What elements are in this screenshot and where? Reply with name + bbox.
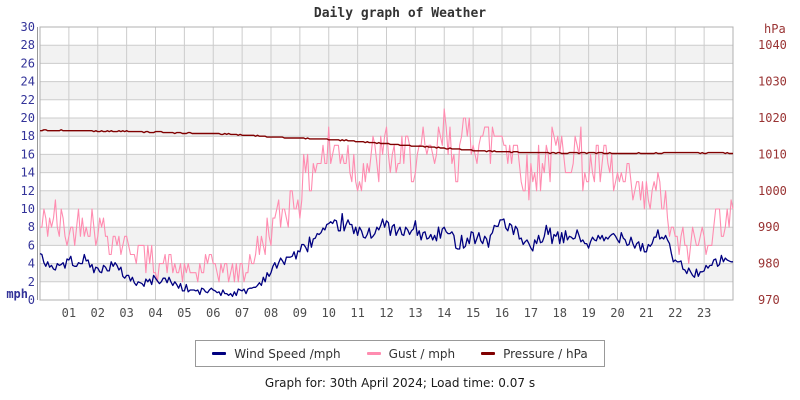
x-tick-label: 08: [264, 306, 278, 320]
plot-border: [39, 26, 734, 301]
x-tick-label: 05: [177, 306, 191, 320]
x-tick-label: 01: [62, 306, 76, 320]
legend-box: Wind Speed /mph Gust / mph Pressure / hP…: [195, 340, 605, 367]
y-right-tick-label: 1020: [758, 111, 787, 125]
x-tick-label: 12: [379, 306, 393, 320]
x-tick-label: 04: [148, 306, 162, 320]
x-tick-label: 11: [350, 306, 364, 320]
right-axis-unit-label: hPa: [764, 22, 786, 36]
wind-color-swatch-icon: [212, 352, 227, 355]
x-tick-label: 06: [206, 306, 220, 320]
x-tick-label: 21: [639, 306, 653, 320]
x-tick-label: 13: [408, 306, 422, 320]
y-right-tick-label: 980: [758, 257, 780, 271]
y-right-tick-label: 1040: [758, 38, 787, 52]
y-left-tick-label: 6: [28, 238, 35, 252]
y-right-tick-label: 970: [758, 293, 780, 307]
y-left-tick-label: 20: [21, 111, 35, 125]
y-right-tick-label: 1000: [758, 184, 787, 198]
y-left-tick-label: 24: [21, 75, 35, 89]
legend-label-gust: Gust / mph: [388, 346, 456, 361]
x-tick-label: 03: [119, 306, 133, 320]
pressure-color-swatch-icon: [481, 352, 496, 355]
x-tick-label: 22: [668, 306, 682, 320]
pressure-series: [40, 129, 733, 155]
x-tick-label: 20: [610, 306, 624, 320]
y-right-tick-label: 1010: [758, 147, 787, 161]
y-right-tick-label: 990: [758, 220, 780, 234]
y-left-tick-label: 0: [28, 293, 35, 307]
x-tick-label: 10: [322, 306, 336, 320]
left-axis-unit-label: mph: [6, 287, 28, 301]
y-left-tick-label: 4: [28, 257, 35, 271]
gust-series: [40, 108, 734, 283]
y-left-tick-label: 12: [21, 184, 35, 198]
x-tick-label: 15: [466, 306, 480, 320]
x-tick-label: 07: [235, 306, 249, 320]
y-left-tick-label: 28: [21, 38, 35, 52]
chart-title: Daily graph of Weather: [313, 6, 487, 21]
x-tick-label: 18: [553, 306, 567, 320]
x-tick-label: 19: [581, 306, 595, 320]
legend-item-gust: Gust / mph: [366, 346, 456, 361]
footer-text: Graph for: 30th April 2024; Load time: 0…: [264, 376, 536, 390]
legend-label-wind: Wind Speed /mph: [234, 346, 341, 361]
y-left-tick-label: 14: [21, 166, 35, 180]
x-tick-label: 23: [697, 306, 711, 320]
x-tick-label: 14: [437, 306, 451, 320]
x-tick-label: 16: [495, 306, 509, 320]
x-tick-label: 09: [293, 306, 307, 320]
x-tick-label: 02: [91, 306, 105, 320]
x-tick-label: 17: [524, 306, 538, 320]
wind-series: [39, 212, 733, 298]
y-left-tick-label: 26: [21, 56, 35, 70]
legend-item-wind: Wind Speed /mph: [212, 346, 341, 361]
y-left-tick-label: 2: [28, 275, 35, 289]
y-right-tick-label: 1030: [758, 75, 787, 89]
legend: Wind Speed /mph Gust / mph Pressure / hP…: [0, 340, 800, 367]
y-left-tick-label: 18: [21, 129, 35, 143]
legend-label-pressure: Pressure / hPa: [503, 346, 588, 361]
gust-color-swatch-icon: [366, 352, 381, 355]
y-left-tick-label: 22: [21, 93, 35, 107]
y-left-tick-label: 30: [21, 20, 35, 34]
legend-item-pressure: Pressure / hPa: [481, 347, 588, 361]
y-left-tick-label: 8: [28, 220, 35, 234]
y-left-tick-label: 16: [21, 147, 35, 161]
chart-plot: 0246810121416182022242628301040103010201…: [21, 20, 787, 320]
y-left-tick-label: 10: [21, 202, 35, 216]
